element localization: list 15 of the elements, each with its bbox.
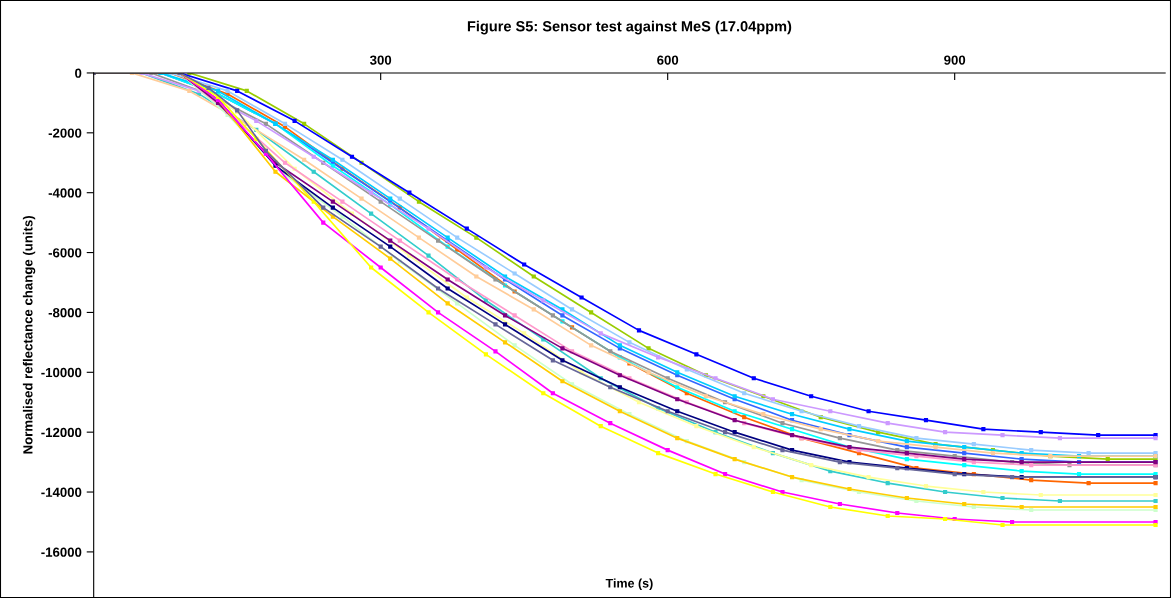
chart-title: Figure S5: Sensor test against MeS (17.04ppm) [467, 20, 792, 35]
x-tick-label: 900 [944, 55, 966, 65]
x-tick-label: 600 [657, 55, 679, 65]
y-tick-label: -14000 [41, 487, 82, 497]
y-axis-title: Normalised reflectance change (units) [22, 216, 36, 454]
y-tick-label: -8000 [48, 308, 82, 318]
y-tick-label: 0 [75, 68, 82, 78]
y-tick-label: -2000 [48, 128, 82, 138]
y-tick-label: -6000 [48, 248, 82, 258]
y-tick-label: -10000 [41, 367, 82, 378]
y-tick-label: -16000 [41, 547, 82, 557]
y-tick-label: -4000 [48, 188, 82, 198]
x-tick-label: 300 [369, 55, 392, 65]
y-tick-label: -12000 [41, 427, 82, 438]
x-axis-title: Time (s) [605, 578, 653, 591]
